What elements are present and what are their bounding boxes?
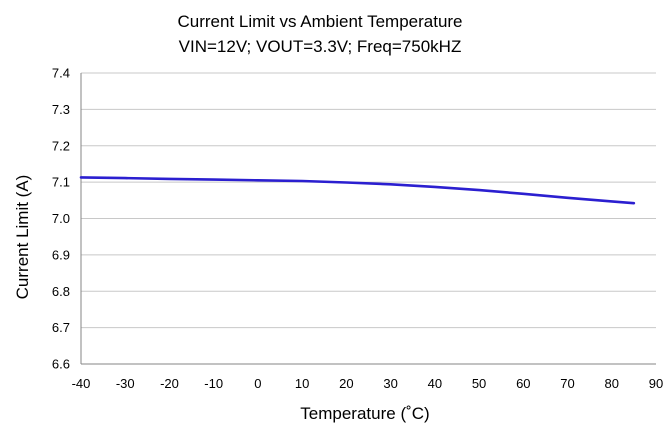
y-axis-label: Current Limit (A) <box>13 175 32 300</box>
y-tick-label: 7.4 <box>52 66 70 81</box>
x-tick-labels: -40 -30 -20 -10 0 10 20 30 40 50 60 70 80 90 <box>72 376 664 391</box>
x-tick-label: 50 <box>472 376 486 391</box>
x-tick-label: 90 <box>649 376 663 391</box>
y-tick-label: 6.6 <box>52 357 70 372</box>
grid-lines <box>81 72 656 329</box>
y-tick-label: 7.1 <box>52 175 70 190</box>
series-layer <box>79 176 636 205</box>
y-tick-label: 6.8 <box>52 284 70 299</box>
series-line <box>79 176 636 205</box>
x-tick-label: 40 <box>428 376 442 391</box>
y-tick-label: 7.2 <box>52 138 70 153</box>
x-tick-label: -30 <box>116 376 135 391</box>
x-tick-label: 30 <box>383 376 397 391</box>
chart-title: Current Limit vs Ambient Temperature <box>177 12 462 31</box>
x-tick-label: 0 <box>254 376 261 391</box>
x-tick-label: 10 <box>295 376 309 391</box>
y-tick-label: 7.0 <box>52 211 70 226</box>
y-tick-label: 6.7 <box>52 320 70 335</box>
axes <box>80 73 656 365</box>
x-tick-label: -10 <box>204 376 223 391</box>
x-tick-label: -40 <box>72 376 91 391</box>
y-tick-label: 7.3 <box>52 102 70 117</box>
chart-subtitle: VIN=12V; VOUT=3.3V; Freq=750kHZ <box>179 37 462 56</box>
y-tick-labels: 6.6 6.7 6.8 6.9 7.0 7.1 7.2 7.3 7.4 <box>52 66 70 372</box>
x-tick-label: 60 <box>516 376 530 391</box>
y-tick-label: 6.9 <box>52 247 70 262</box>
x-axis-label: Temperature (˚C) <box>300 404 429 423</box>
x-tick-label: -20 <box>160 376 179 391</box>
x-tick-label: 20 <box>339 376 353 391</box>
x-tick-label: 70 <box>560 376 574 391</box>
x-tick-label: 80 <box>605 376 619 391</box>
